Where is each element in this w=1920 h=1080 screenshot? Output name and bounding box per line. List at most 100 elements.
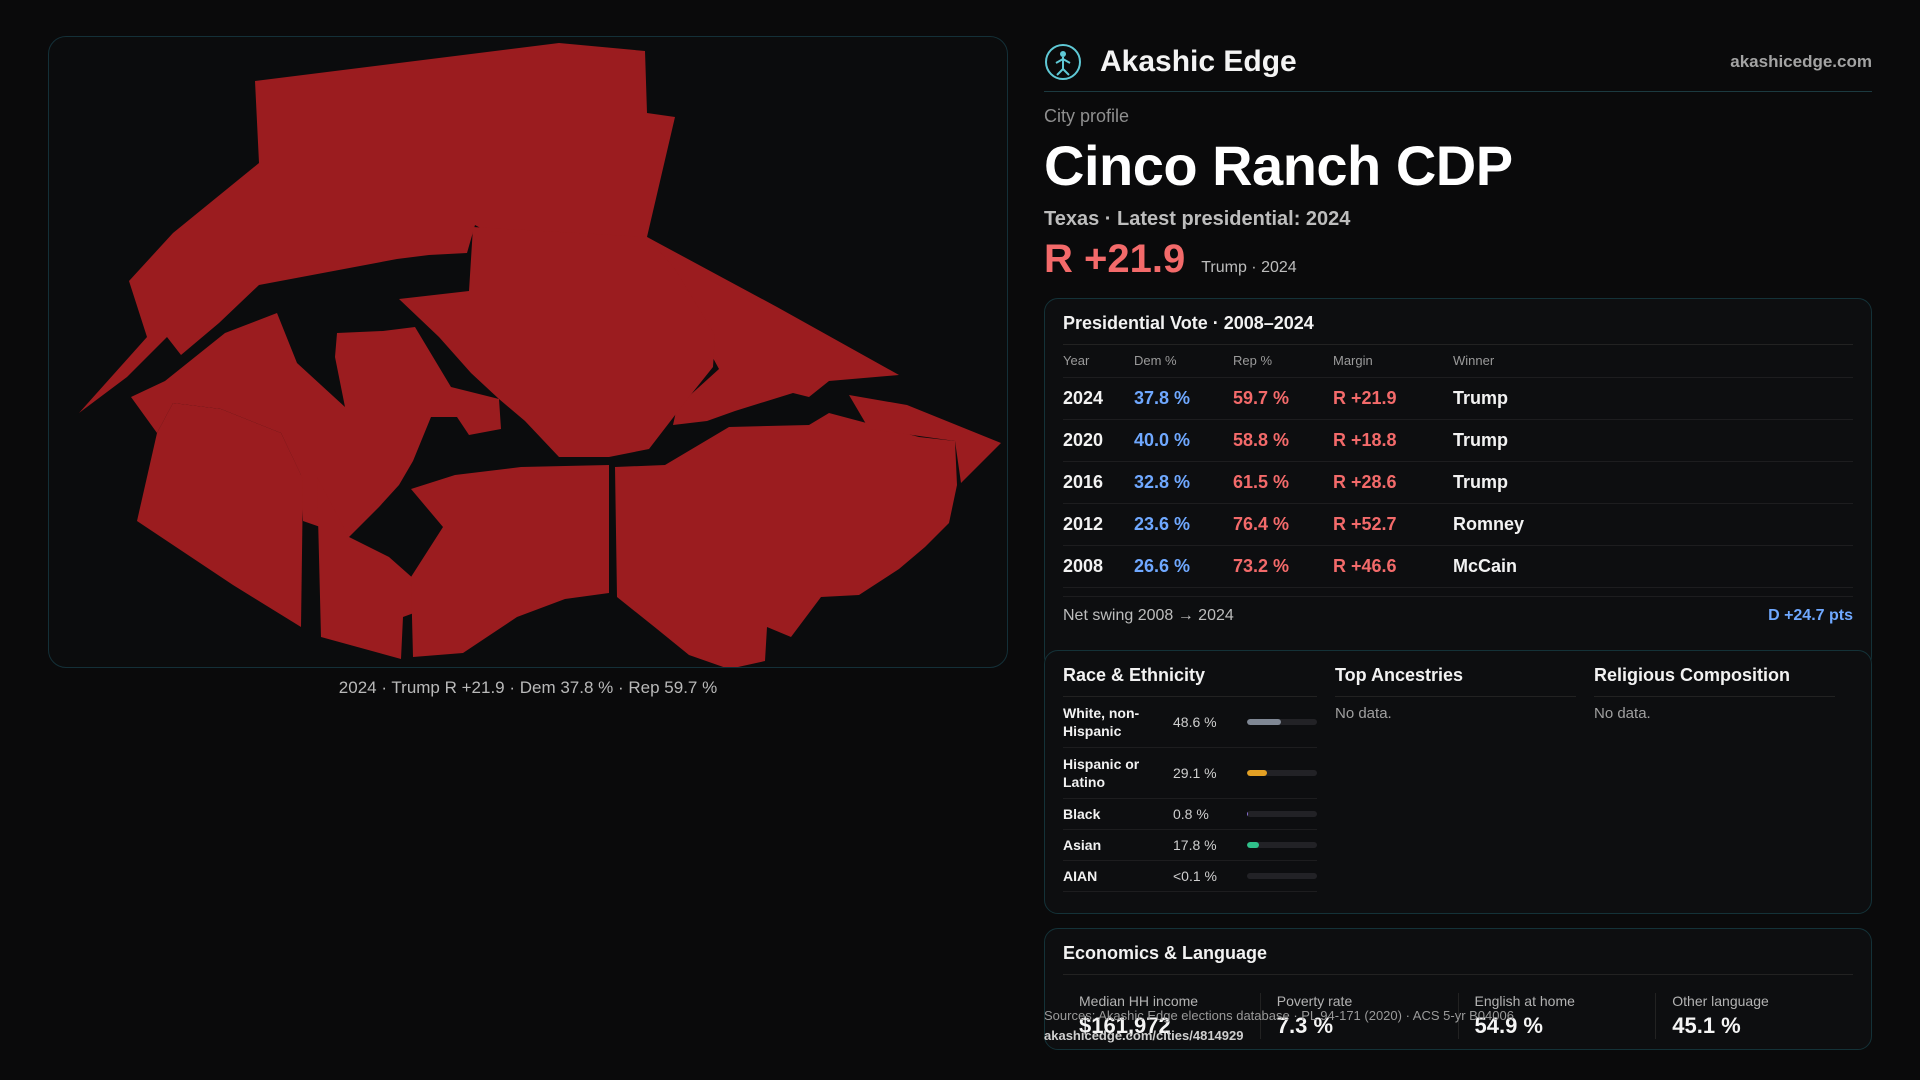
race-row: Hispanic or Latino 29.1 % bbox=[1063, 748, 1317, 799]
dem-pct-cell: 37.8 % bbox=[1134, 377, 1233, 420]
economics-grid: Median HH income $161,972 Poverty rate 7… bbox=[1063, 993, 1853, 1039]
precinct-shape bbox=[615, 413, 957, 667]
rep-pct-cell: 59.7 % bbox=[1233, 377, 1333, 420]
demographics-card: Race & Ethnicity White, non-Hispanic 48.… bbox=[1044, 650, 1872, 914]
race-share-bar bbox=[1247, 770, 1317, 776]
akashic-logo-icon[interactable] bbox=[1044, 43, 1082, 81]
economics-title: Economics & Language bbox=[1063, 943, 1853, 975]
city-boundary-map bbox=[79, 43, 1001, 667]
margin-cell: R +52.7 bbox=[1333, 503, 1453, 546]
race-label: AIAN bbox=[1063, 868, 1098, 884]
year-cell: 2020 bbox=[1063, 419, 1134, 462]
rep-pct-cell: 61.5 % bbox=[1233, 461, 1333, 504]
rep-pct-cell: 76.4 % bbox=[1233, 503, 1333, 546]
net-swing-row: Net swing 2008 → 2024 D +24.7 pts bbox=[1063, 595, 1853, 625]
race-pct: 17.8 % bbox=[1173, 837, 1217, 853]
year-cell: 2024 bbox=[1063, 377, 1134, 420]
page-title: Cinco Ranch CDP bbox=[1044, 134, 1513, 197]
presidential-vote-card: Presidential Vote · 2008–2024 Year Dem %… bbox=[1044, 298, 1872, 670]
presidential-vote-title: Presidential Vote · 2008–2024 bbox=[1063, 313, 1853, 345]
race-share-bar bbox=[1247, 873, 1317, 879]
rep-pct-cell: 58.8 % bbox=[1233, 419, 1333, 462]
race-row: Asian 17.8 % bbox=[1063, 830, 1317, 861]
economics-value: $161,972 bbox=[1079, 1013, 1171, 1038]
permalink-link[interactable]: akashicedge.com/cities/4814929 bbox=[1044, 1028, 1244, 1043]
precinct-shape bbox=[411, 465, 609, 657]
presidential-vote-table: Year Dem % Rep % Margin Winner 2024 37.8… bbox=[1063, 345, 1853, 588]
column-header-margin: Margin bbox=[1333, 345, 1453, 378]
net-swing-value: D +24.7 pts bbox=[1768, 606, 1853, 624]
precinct-shape bbox=[131, 313, 501, 537]
race-ethnicity-section: Race & Ethnicity White, non-Hispanic 48.… bbox=[1063, 665, 1335, 899]
precinct-shape bbox=[317, 477, 441, 659]
economics-label: Poverty rate bbox=[1276, 993, 1353, 1009]
brand-name[interactable]: Akashic Edge bbox=[1100, 44, 1297, 78]
race-share-bar bbox=[1247, 811, 1317, 817]
race-row: AIAN <0.1 % bbox=[1063, 861, 1317, 892]
economics-item: Other language 45.1 % bbox=[1655, 993, 1853, 1039]
economics-item: English at home 54.9 % bbox=[1457, 993, 1656, 1039]
precinct-shape bbox=[849, 395, 1001, 483]
table-row: 2012 23.6 % 76.4 % R +52.7 Romney bbox=[1063, 503, 1853, 546]
margin-cell: R +28.6 bbox=[1333, 461, 1453, 504]
race-share-bar-fill bbox=[1247, 770, 1268, 776]
religion-title: Religious Composition bbox=[1594, 665, 1835, 697]
winner-cell: Trump bbox=[1453, 377, 1853, 420]
precinct-shape bbox=[79, 43, 675, 413]
economics-item: Median HH income $161,972 bbox=[1063, 993, 1260, 1039]
brand-url-link[interactable]: akashicedge.com bbox=[1730, 51, 1872, 71]
table-row: 2016 32.8 % 61.5 % R +28.6 Trump bbox=[1063, 461, 1853, 504]
economics-card: Economics & Language Median HH income $1… bbox=[1044, 928, 1872, 1050]
table-header-row: Year Dem % Rep % Margin Winner bbox=[1063, 345, 1853, 378]
economics-value: 45.1 % bbox=[1672, 1013, 1741, 1038]
race-label: Hispanic or Latino bbox=[1063, 756, 1140, 790]
table-row: 2008 26.6 % 73.2 % R +46.6 McCain bbox=[1063, 545, 1853, 588]
page-subtitle: Texas · Latest presidential: 2024 bbox=[1044, 208, 1351, 230]
economics-label: English at home bbox=[1474, 993, 1575, 1009]
ancestries-empty-text: No data. bbox=[1335, 705, 1392, 722]
precinct-shape bbox=[399, 227, 715, 457]
source-text: Sources: Akashic Edge elections database… bbox=[1044, 1008, 1514, 1023]
net-swing-label: Net swing 2008 → 2024 bbox=[1063, 606, 1234, 624]
race-pct: 48.6 % bbox=[1173, 714, 1217, 730]
winner-cell: Romney bbox=[1453, 503, 1853, 546]
economics-label: Median HH income bbox=[1079, 993, 1199, 1009]
dem-pct-cell: 23.6 % bbox=[1134, 503, 1233, 546]
economics-value: 7.3 % bbox=[1276, 1013, 1334, 1038]
margin-cell: R +21.9 bbox=[1333, 377, 1453, 420]
race-share-bar-fill bbox=[1247, 842, 1260, 848]
race-pct: 29.1 % bbox=[1173, 765, 1217, 781]
race-label: Black bbox=[1063, 806, 1101, 822]
precinct-shape bbox=[137, 403, 303, 627]
headline-margin-note: Trump · 2024 bbox=[1201, 259, 1297, 276]
profile-column: Akashic Edge akashicedge.com City profil… bbox=[1044, 32, 1872, 1050]
economics-item: Poverty rate 7.3 % bbox=[1259, 993, 1458, 1039]
table-row: 2024 37.8 % 59.7 % R +21.9 Trump bbox=[1063, 377, 1853, 420]
winner-cell: Trump bbox=[1453, 419, 1853, 462]
ancestries-section: Top Ancestries No data. bbox=[1335, 665, 1594, 899]
winner-cell: Trump bbox=[1453, 461, 1853, 504]
religion-section: Religious Composition No data. bbox=[1594, 665, 1853, 899]
precinct-shapes bbox=[79, 43, 1001, 667]
economics-value: 54.9 % bbox=[1474, 1013, 1544, 1038]
page-kicker: City profile bbox=[1044, 106, 1130, 126]
margin-cell: R +46.6 bbox=[1333, 545, 1453, 588]
religion-empty-text: No data. bbox=[1594, 705, 1651, 722]
dem-pct-cell: 32.8 % bbox=[1134, 461, 1233, 504]
column-header-dem: Dem % bbox=[1134, 345, 1233, 378]
race-share-bar-fill bbox=[1247, 811, 1248, 817]
race-share-bar-fill bbox=[1247, 719, 1282, 725]
winner-cell: McCain bbox=[1453, 545, 1853, 588]
headline-margin-value: R +21.9 bbox=[1044, 237, 1186, 281]
column-header-rep: Rep % bbox=[1233, 345, 1333, 378]
race-pct: 0.8 % bbox=[1173, 806, 1209, 822]
race-share-bar bbox=[1247, 842, 1317, 848]
race-row: Black 0.8 % bbox=[1063, 799, 1317, 830]
race-share-bar bbox=[1247, 719, 1317, 725]
table-row: 2020 40.0 % 58.8 % R +18.8 Trump bbox=[1063, 419, 1853, 462]
brand-header: Akashic Edge akashicedge.com bbox=[1044, 32, 1872, 92]
economics-label: Other language bbox=[1672, 993, 1769, 1009]
margin-cell: R +18.8 bbox=[1333, 419, 1453, 462]
column-header-winner: Winner bbox=[1453, 345, 1853, 378]
source-footer: Sources: Akashic Edge elections database… bbox=[1044, 1006, 1514, 1046]
